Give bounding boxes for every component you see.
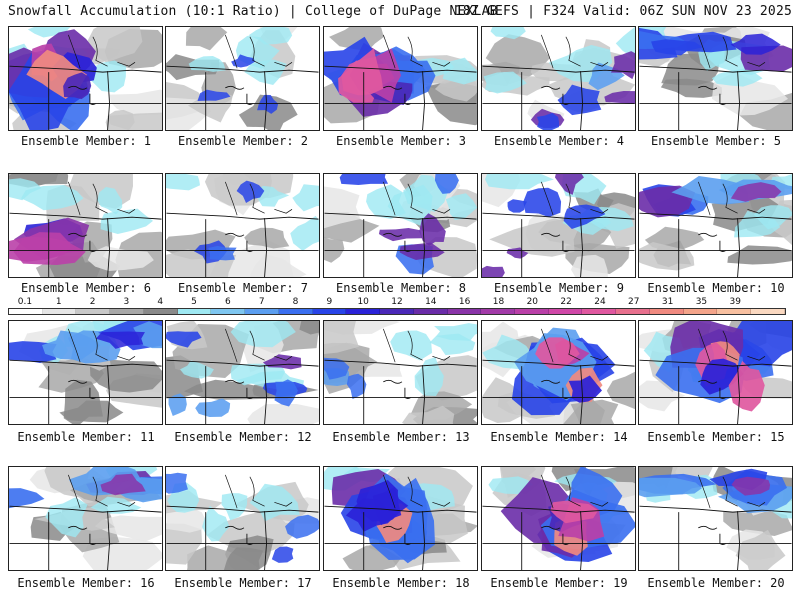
colorbar-segment [42, 309, 77, 314]
ensemble-member-label: Ensemble Member: 13 [332, 430, 470, 444]
colorbar-segment [717, 309, 752, 314]
colorbar-tick-label: 1 [55, 297, 62, 307]
ensemble-map-3 [323, 26, 478, 131]
ensemble-member-label: Ensemble Member: 15 [647, 430, 785, 444]
colorbar-segment [447, 309, 482, 314]
map-title: Snowfall Accumulation (10:1 Ratio) | Col… [8, 4, 498, 19]
ensemble-member-label: Ensemble Member: 10 [647, 281, 785, 295]
colorbar-tick-label: 24 [594, 297, 606, 307]
colorbar-segment [751, 309, 785, 314]
ensemble-map-18 [323, 466, 478, 571]
colorbar-bar [8, 308, 786, 315]
ensemble-member-label: Ensemble Member: 14 [490, 430, 628, 444]
colorbar-tick-label: 27 [628, 297, 640, 307]
ensemble-map-4 [481, 26, 636, 131]
ensemble-member-label: Ensemble Member: 2 [177, 134, 309, 148]
ensemble-map-6 [8, 173, 163, 278]
ensemble-member-label: Ensemble Member: 12 [174, 430, 312, 444]
ensemble-map-13 [323, 320, 478, 425]
ensemble-member-label: Ensemble Member: 4 [493, 134, 625, 148]
colorbar-ticks: 0.1 1 2 3 4 5 6 7 8 9 10 12 14 16 18 20 22 24 27 31 35 39 [8, 297, 786, 307]
ensemble-map-14 [481, 320, 636, 425]
colorbar-tick-label: 39 [729, 297, 741, 307]
colorbar-tick-label: 20 [526, 297, 539, 307]
ensemble-map-12 [165, 320, 320, 425]
colorbar-segment [110, 309, 144, 314]
ensemble-member-label: Ensemble Member: 11 [17, 430, 155, 444]
ensemble-map-8 [323, 173, 478, 278]
colorbar-segment [76, 309, 111, 314]
ensemble-member-label: Ensemble Member: 3 [335, 134, 467, 148]
colorbar-segment [143, 309, 178, 314]
colorbar-segment [413, 309, 448, 314]
colorbar-segment [548, 309, 583, 314]
ensemble-member-label: Ensemble Member: 1 [20, 134, 152, 148]
colorbar-segment [177, 309, 212, 314]
colorbar-segment [649, 309, 684, 314]
colorbar-tick-label: 35 [695, 297, 708, 307]
ensemble-map-7 [165, 173, 320, 278]
ensemble-member-label: Ensemble Member: 19 [490, 576, 628, 590]
ensemble-member-label: Ensemble Member: 7 [177, 281, 309, 295]
colorbar-segment [211, 309, 246, 314]
ensemble-map-10 [638, 173, 793, 278]
colorbar-tick-label: 3 [123, 297, 130, 307]
colorbar-tick-label: 6 [224, 297, 231, 307]
ensemble-map-16 [8, 466, 163, 571]
colorbar-segment [278, 309, 313, 314]
colorbar-segment [312, 309, 347, 314]
colorbar-tick-label: 9 [326, 297, 333, 307]
ensemble-member-label: Ensemble Member: 8 [335, 281, 467, 295]
colorbar-tick-label: 10 [357, 297, 369, 307]
ensemble-map-15 [638, 320, 793, 425]
colorbar-tick-label: 0.1 [17, 297, 33, 307]
colorbar-tick-label: 5 [191, 297, 197, 307]
run-info: 18Z GEFS | F324 Valid: 06Z SUN NOV 23 20… [454, 4, 792, 19]
colorbar-segment [683, 309, 718, 314]
ensemble-map-5 [638, 26, 793, 131]
colorbar-tick-label: 22 [560, 297, 572, 307]
colorbar-segment [515, 309, 549, 314]
colorbar-tick-label: 18 [492, 297, 505, 307]
ensemble-map-2 [165, 26, 320, 131]
colorbar-segment [481, 309, 516, 314]
ensemble-map-1 [8, 26, 163, 131]
colorbar-tick-label: 16 [458, 297, 471, 307]
colorbar-tick-label: 7 [258, 297, 265, 307]
colorbar-segment [582, 309, 617, 314]
ensemble-member-label: Ensemble Member: 17 [174, 576, 312, 590]
colorbar-segment [245, 309, 279, 314]
colorbar-segment [616, 309, 650, 314]
ensemble-member-label: Ensemble Member: 20 [647, 576, 785, 590]
snowfall-colorbar: 0.1 1 2 3 4 5 6 7 8 9 10 12 14 16 18 20 22 24 27 31 35 39 [8, 297, 786, 318]
colorbar-tick-label: 12 [391, 297, 403, 307]
colorbar-tick-label: 8 [292, 297, 299, 307]
ensemble-member-label: Ensemble Member: 5 [650, 134, 782, 148]
ensemble-map-20 [638, 466, 793, 571]
colorbar-tick-label: 4 [157, 297, 164, 307]
ensemble-map-19 [481, 466, 636, 571]
colorbar-segment [380, 309, 414, 314]
colorbar-tick-label: 14 [425, 297, 437, 307]
ensemble-map-9 [481, 173, 636, 278]
colorbar-segment [9, 309, 43, 314]
ensemble-member-label: Ensemble Member: 9 [493, 281, 625, 295]
ensemble-map-17 [165, 466, 320, 571]
colorbar-tick-label: 2 [89, 297, 96, 307]
ensemble-member-label: Ensemble Member: 18 [332, 576, 470, 590]
colorbar-segment [346, 309, 381, 314]
colorbar-tick-label: 31 [661, 297, 674, 307]
ensemble-map-11 [8, 320, 163, 425]
ensemble-member-label: Ensemble Member: 16 [17, 576, 155, 590]
ensemble-member-label: Ensemble Member: 6 [20, 281, 152, 295]
